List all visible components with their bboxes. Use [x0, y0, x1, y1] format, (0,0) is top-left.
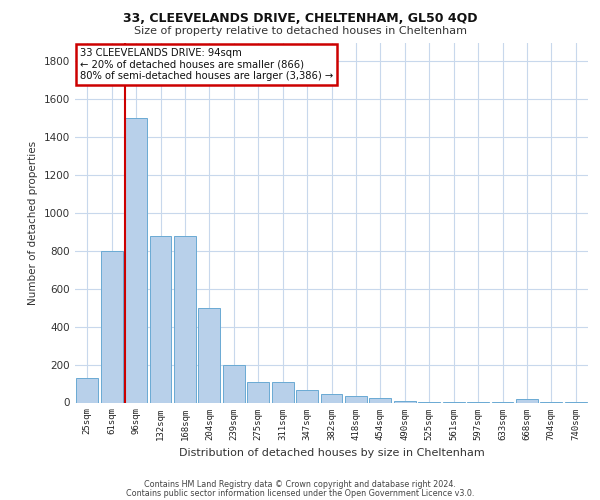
- Y-axis label: Number of detached properties: Number of detached properties: [28, 140, 38, 304]
- Text: Contains HM Land Registry data © Crown copyright and database right 2024.: Contains HM Land Registry data © Crown c…: [144, 480, 456, 489]
- Bar: [296, 390, 318, 402]
- Text: Size of property relative to detached houses in Cheltenham: Size of property relative to detached ho…: [133, 26, 467, 36]
- Bar: [101, 251, 122, 402]
- Bar: [345, 396, 367, 402]
- Bar: [394, 400, 416, 402]
- Bar: [76, 378, 98, 402]
- Bar: [223, 364, 245, 403]
- Bar: [516, 398, 538, 402]
- Text: 33, CLEEVELANDS DRIVE, CHELTENHAM, GL50 4QD: 33, CLEEVELANDS DRIVE, CHELTENHAM, GL50 …: [123, 12, 477, 26]
- Bar: [370, 398, 391, 402]
- Text: 33 CLEEVELANDS DRIVE: 94sqm
← 20% of detached houses are smaller (866)
80% of se: 33 CLEEVELANDS DRIVE: 94sqm ← 20% of det…: [80, 48, 334, 81]
- Bar: [199, 308, 220, 402]
- Bar: [272, 382, 293, 402]
- Bar: [149, 236, 172, 402]
- X-axis label: Distribution of detached houses by size in Cheltenham: Distribution of detached houses by size …: [179, 448, 484, 458]
- Bar: [247, 382, 269, 402]
- Bar: [125, 118, 147, 403]
- Text: Contains public sector information licensed under the Open Government Licence v3: Contains public sector information licen…: [126, 488, 474, 498]
- Bar: [174, 236, 196, 402]
- Bar: [320, 394, 343, 402]
